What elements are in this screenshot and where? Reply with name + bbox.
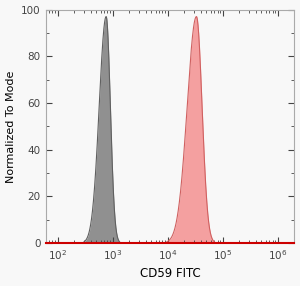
X-axis label: CD59 FITC: CD59 FITC <box>140 267 200 281</box>
Y-axis label: Normalized To Mode: Normalized To Mode <box>6 70 16 182</box>
